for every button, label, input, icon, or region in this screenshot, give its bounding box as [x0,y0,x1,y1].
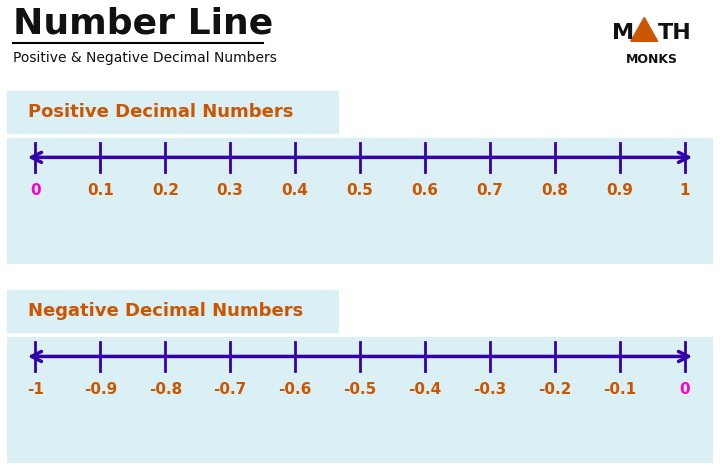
Text: Negative Decimal Numbers: Negative Decimal Numbers [28,302,304,320]
Text: 0.1: 0.1 [87,182,114,198]
Text: -1: -1 [27,382,44,397]
Text: MONKS: MONKS [626,53,678,65]
Text: 0.9: 0.9 [606,182,633,198]
FancyBboxPatch shape [7,337,713,463]
Text: 0.2: 0.2 [152,182,179,198]
FancyBboxPatch shape [7,137,713,264]
Text: 0.8: 0.8 [541,182,568,198]
Text: -0.3: -0.3 [473,382,506,397]
Text: 0.7: 0.7 [477,182,503,198]
Text: Number Line: Number Line [12,6,273,40]
Text: Positive & Negative Decimal Numbers: Positive & Negative Decimal Numbers [12,52,276,65]
Text: 0.5: 0.5 [346,182,374,198]
Text: -0.5: -0.5 [343,382,377,397]
Text: 0.4: 0.4 [282,182,309,198]
Text: TH: TH [658,23,691,43]
Text: -0.7: -0.7 [214,382,247,397]
Text: 0.3: 0.3 [217,182,243,198]
Text: -0.6: -0.6 [279,382,312,397]
FancyBboxPatch shape [7,290,339,333]
Text: 0: 0 [679,382,690,397]
Text: -0.8: -0.8 [148,382,182,397]
Polygon shape [631,18,658,41]
FancyBboxPatch shape [7,91,339,134]
Text: -0.2: -0.2 [538,382,572,397]
Text: 0.6: 0.6 [411,182,438,198]
Text: 0: 0 [30,182,41,198]
Text: 1: 1 [680,182,690,198]
Text: M: M [613,23,634,43]
Text: Positive Decimal Numbers: Positive Decimal Numbers [28,103,294,121]
Text: -0.1: -0.1 [603,382,636,397]
Text: -0.9: -0.9 [84,382,117,397]
Text: -0.4: -0.4 [408,382,441,397]
